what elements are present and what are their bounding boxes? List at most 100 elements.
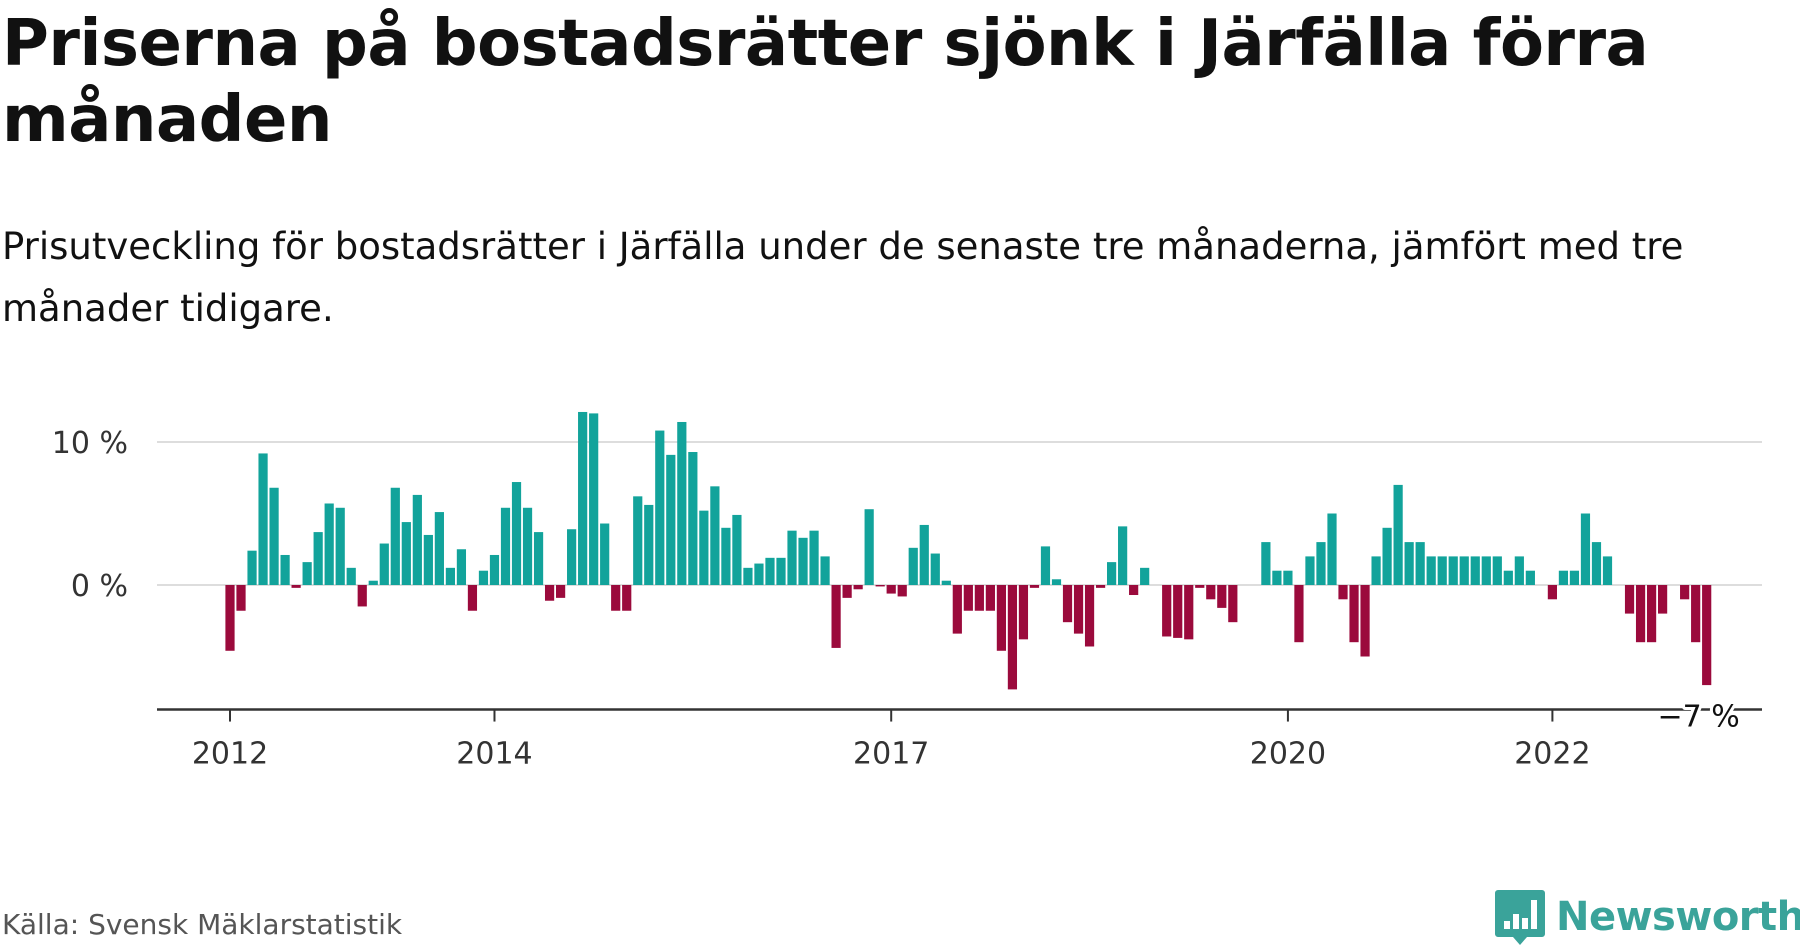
bar — [1426, 556, 1436, 585]
bar — [677, 421, 687, 585]
bar — [401, 522, 411, 585]
bar — [500, 507, 511, 585]
chart-subtitle: Prisutveckling för bostadsrätter i Järfä… — [2, 225, 1684, 330]
bar — [533, 532, 544, 585]
bar — [1272, 570, 1282, 585]
y-tick-label: 10 % — [52, 426, 128, 461]
bar — [754, 563, 764, 585]
bar — [611, 585, 621, 611]
x-tick-label: 2014 — [456, 737, 532, 772]
bar — [1691, 585, 1701, 643]
bar — [1073, 585, 1084, 634]
bar — [831, 585, 841, 648]
bar — [1448, 556, 1458, 585]
brand-name: Newsworthy — [1556, 894, 1800, 940]
bar — [809, 530, 819, 585]
bar — [886, 585, 896, 594]
bar — [765, 557, 775, 585]
bar — [1415, 542, 1425, 585]
bar — [1371, 556, 1381, 585]
bar — [467, 585, 478, 611]
bar — [1680, 585, 1690, 600]
bar — [963, 585, 973, 611]
bar — [445, 567, 455, 585]
bar — [1140, 567, 1150, 585]
bar — [600, 523, 610, 585]
bar — [1569, 570, 1580, 585]
newsworthy-logo[interactable]: Newsworthy — [1494, 888, 1800, 946]
chart-title: Priserna på bostadsrätter sjönk i Järfäl… — [2, 7, 1649, 157]
x-tick-label: 2012 — [192, 737, 268, 772]
axes: 0 % 10 % 2012 2014 2017 2020 2022 −7 % — [52, 426, 1762, 772]
bar — [864, 509, 874, 585]
bar — [478, 570, 489, 585]
bar — [1228, 585, 1238, 623]
bar — [1007, 585, 1018, 690]
bar — [787, 530, 797, 585]
bar — [952, 585, 962, 634]
bar — [1217, 585, 1227, 608]
bar — [1404, 542, 1414, 585]
x-tick-label: 2020 — [1250, 737, 1326, 772]
bar — [390, 487, 400, 585]
bar — [1437, 556, 1447, 585]
bar — [1062, 585, 1073, 623]
bar — [1360, 585, 1370, 657]
bar — [1525, 570, 1535, 585]
bar — [974, 585, 984, 611]
bar — [567, 529, 577, 585]
bar — [291, 585, 301, 588]
bar — [258, 453, 268, 585]
bar — [1018, 585, 1029, 640]
bar — [280, 554, 290, 585]
bar — [1503, 570, 1513, 585]
bar — [1051, 579, 1062, 585]
bar — [908, 547, 918, 585]
bar — [1206, 585, 1216, 600]
bars — [225, 411, 1712, 690]
bar — [368, 580, 378, 585]
bar — [1173, 585, 1183, 638]
source-note: Källa: Svensk Mäklarstatistik — [2, 908, 403, 941]
bar — [985, 585, 995, 611]
bar — [743, 567, 753, 585]
bar — [941, 580, 951, 585]
bar — [1327, 513, 1337, 585]
bar — [1459, 556, 1469, 585]
bar — [798, 537, 808, 585]
bar — [379, 543, 389, 585]
bar — [1658, 585, 1668, 614]
bar — [688, 452, 698, 585]
bar — [1040, 546, 1051, 585]
bar — [666, 454, 676, 585]
chart-bubble-icon — [1495, 890, 1545, 945]
bar — [1338, 585, 1348, 600]
bar — [1514, 556, 1524, 585]
bar — [1547, 585, 1557, 600]
bar — [853, 585, 863, 590]
bar — [1558, 570, 1569, 585]
bar — [225, 585, 235, 651]
bar — [1702, 585, 1712, 686]
bar — [1305, 556, 1315, 585]
y-tick-label: 0 % — [71, 569, 128, 604]
bar — [1261, 542, 1271, 585]
bar — [721, 527, 731, 585]
bar — [1646, 585, 1657, 643]
bar — [324, 503, 334, 585]
bar — [556, 585, 566, 598]
bar — [1162, 585, 1172, 637]
bar — [589, 413, 599, 585]
bar-chart: 0 % 10 % 2012 2014 2017 2020 2022 −7 % — [52, 411, 1762, 772]
bar — [655, 430, 665, 585]
bar — [875, 585, 885, 587]
bar — [544, 585, 555, 601]
bar — [269, 487, 279, 585]
bar — [456, 549, 467, 585]
bar — [511, 482, 522, 585]
bar — [489, 554, 500, 585]
bar — [1316, 542, 1326, 585]
bar — [313, 532, 323, 585]
bar — [1294, 585, 1304, 643]
bar — [1602, 556, 1613, 585]
